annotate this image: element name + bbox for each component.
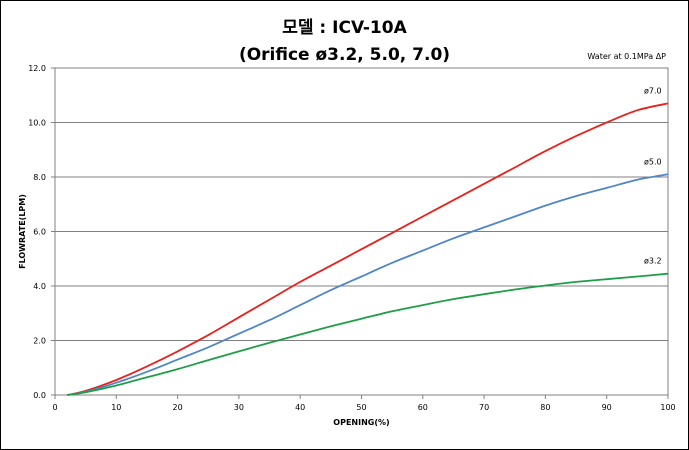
y-tick-label: 0.0 — [33, 391, 46, 400]
x-tick-label: 100 — [660, 403, 675, 412]
x-tick-label: 0 — [52, 403, 57, 412]
series-label-2: ø5.0 — [644, 157, 662, 166]
x-tick-label: 30 — [234, 403, 244, 412]
series-line-1 — [67, 103, 668, 395]
y-tick-label: 2.0 — [33, 337, 46, 346]
series-label-1: ø7.0 — [644, 86, 662, 95]
y-tick-label: 6.0 — [33, 228, 46, 237]
x-tick-label: 50 — [356, 403, 366, 412]
x-tick-label: 20 — [173, 403, 183, 412]
x-tick-label: 60 — [418, 403, 428, 412]
x-axis-label: OPENING(%) — [333, 418, 389, 427]
y-tick-label: 12.0 — [28, 64, 46, 73]
x-tick-label: 70 — [479, 403, 489, 412]
x-tick-label: 90 — [602, 403, 612, 412]
y-axis-label: FLOWRATE(LPM) — [18, 194, 27, 269]
y-tick-label: 10.0 — [28, 119, 46, 128]
series-line-3 — [67, 274, 668, 395]
x-tick-label: 80 — [540, 403, 550, 412]
x-tick-label: 10 — [111, 403, 121, 412]
x-tick-label: 40 — [295, 403, 305, 412]
y-tick-label: 8.0 — [33, 173, 46, 182]
series-label-3: ø3.2 — [644, 257, 662, 266]
y-tick-label: 4.0 — [33, 282, 46, 291]
